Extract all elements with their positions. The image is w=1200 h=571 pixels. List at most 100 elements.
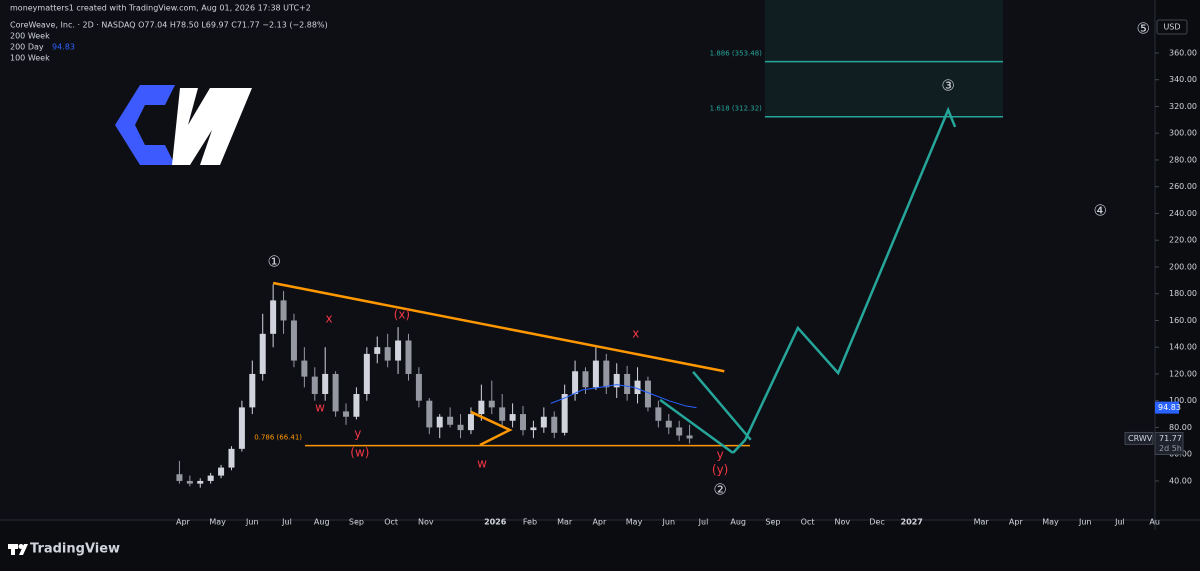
symbol-tag bbox=[1124, 431, 1154, 445]
y-tick-label: 80.00 bbox=[1169, 423, 1192, 432]
wave-label: (x) bbox=[394, 308, 410, 322]
candle-body bbox=[374, 347, 381, 354]
candle-body bbox=[561, 394, 568, 433]
fib-zone bbox=[764, 0, 1003, 117]
candle-body bbox=[280, 300, 287, 321]
candle-body bbox=[249, 373, 256, 408]
x-tick-label: Aug bbox=[314, 518, 330, 527]
x-tick-label: Mar bbox=[974, 518, 990, 527]
indicator: 200 Week bbox=[10, 32, 50, 41]
candle-body bbox=[478, 400, 485, 415]
candle-body bbox=[322, 373, 329, 395]
y-tick-label: 280.00 bbox=[1169, 155, 1197, 164]
candle-body bbox=[655, 407, 662, 421]
y-tick-label: 180.00 bbox=[1169, 289, 1197, 298]
candle-body bbox=[467, 414, 474, 431]
y-tick-label: 360.00 bbox=[1169, 48, 1197, 57]
x-tick-label: Aug bbox=[730, 518, 746, 527]
drawing bbox=[659, 398, 734, 454]
candle-body bbox=[686, 435, 693, 439]
indicator: 200 Day bbox=[10, 43, 44, 52]
currency-box[interactable] bbox=[1156, 19, 1188, 35]
y-tick-label: 160.00 bbox=[1169, 316, 1197, 325]
price-tag-label: 71.77 bbox=[1159, 434, 1182, 443]
price-tag-label: 94.83 bbox=[1158, 403, 1181, 412]
x-tick-label: May bbox=[209, 518, 226, 527]
candle-body bbox=[405, 340, 412, 374]
fib-label: 0.786 (66.41) bbox=[254, 434, 302, 442]
drawing bbox=[732, 106, 957, 454]
y-tick-label: 140.00 bbox=[1169, 343, 1197, 352]
x-tick-label: Jun bbox=[245, 518, 259, 527]
x-tick-label: Oct bbox=[801, 518, 815, 527]
price-tag bbox=[1154, 431, 1184, 455]
candle-body bbox=[540, 416, 547, 428]
candle-body bbox=[301, 360, 308, 377]
candle-body bbox=[363, 353, 370, 395]
candle-body bbox=[530, 427, 537, 431]
x-tick-label: Jun bbox=[1078, 518, 1092, 527]
y-tick-label: 260.00 bbox=[1169, 182, 1197, 191]
candle-body bbox=[457, 424, 464, 431]
wave-label: w bbox=[315, 400, 325, 414]
candle-body bbox=[624, 373, 631, 395]
candle-body bbox=[665, 420, 672, 428]
x-tick-label: Mar bbox=[557, 518, 573, 527]
x-tick-label: Dec bbox=[869, 518, 884, 527]
logo bbox=[115, 85, 252, 165]
candle-body bbox=[384, 347, 391, 361]
candle-body bbox=[290, 320, 297, 361]
x-tick-label: Oct bbox=[384, 518, 398, 527]
x-tick-label: Au bbox=[1149, 518, 1160, 527]
x-tick-label: Sep bbox=[765, 518, 780, 527]
y-tick-label: 340.00 bbox=[1169, 75, 1197, 84]
y-tick-label: 320.00 bbox=[1169, 102, 1197, 111]
candle-body bbox=[582, 371, 589, 388]
wave-label: y bbox=[354, 427, 361, 441]
candle-body bbox=[259, 333, 266, 374]
wave-label: ③ bbox=[941, 76, 954, 94]
y-tick-label: 300.00 bbox=[1169, 129, 1197, 138]
x-tick-label: Apr bbox=[592, 518, 607, 527]
y-tick-label: 200.00 bbox=[1169, 262, 1197, 271]
candle-body bbox=[509, 414, 516, 421]
chart-title: CoreWeave, Inc. · 2D · NASDAQ O77.04 H78… bbox=[10, 21, 328, 30]
candle-body bbox=[270, 300, 277, 334]
candle-body bbox=[592, 360, 599, 388]
wave-label: ① bbox=[267, 253, 280, 271]
logo-c bbox=[115, 85, 175, 165]
candle-body bbox=[447, 416, 454, 425]
x-tick-label: May bbox=[1042, 518, 1059, 527]
y-tick-label: 100.00 bbox=[1169, 396, 1197, 405]
x-tick-label: Sep bbox=[349, 518, 364, 527]
candle-body bbox=[520, 414, 527, 431]
candle-body bbox=[186, 480, 193, 484]
candle-body bbox=[176, 474, 183, 481]
drawing bbox=[692, 371, 752, 441]
wave-label: w bbox=[477, 456, 487, 470]
candle-body bbox=[228, 448, 235, 468]
currency[interactable]: USD bbox=[1163, 23, 1180, 32]
candle-body bbox=[572, 371, 579, 395]
candle-body bbox=[634, 380, 641, 395]
candle-body bbox=[488, 400, 495, 408]
brand: TradingView bbox=[30, 542, 120, 557]
x-tick-label: Apr bbox=[1009, 518, 1024, 527]
candle-body bbox=[343, 411, 350, 417]
y-tick-label: 40.00 bbox=[1169, 476, 1192, 485]
x-tick-label: Jul bbox=[698, 518, 709, 527]
candle-body bbox=[238, 407, 245, 449]
indicator-value: 94.83 bbox=[52, 43, 75, 52]
x-tick-label: Jun bbox=[662, 518, 676, 527]
wave-label: (y) bbox=[712, 463, 728, 477]
price-tag bbox=[1155, 401, 1179, 414]
wave-label: ④ bbox=[1093, 201, 1106, 219]
symbol-tag-label: CRWV bbox=[1128, 434, 1153, 443]
x-tick-label: Jul bbox=[1114, 518, 1125, 527]
logo-w bbox=[172, 88, 252, 165]
fib-label: 1.886 (353.48) bbox=[710, 50, 762, 58]
attribution: moneymatters1 created with TradingView.c… bbox=[10, 4, 311, 13]
candle-body bbox=[395, 340, 402, 361]
x-tick-label: May bbox=[626, 518, 643, 527]
wave-label: y bbox=[717, 448, 724, 462]
